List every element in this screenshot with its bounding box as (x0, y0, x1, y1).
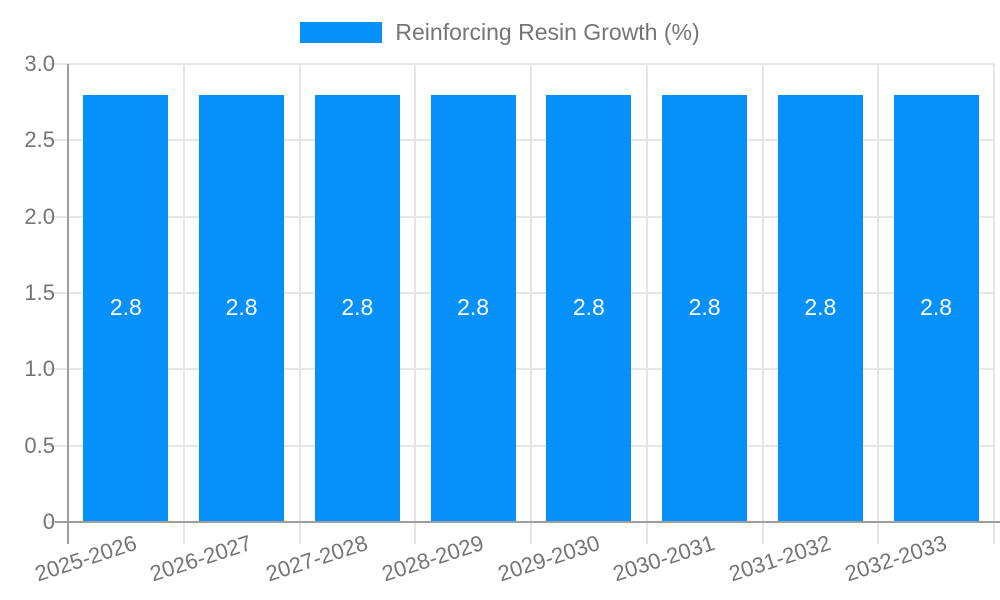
bar[interactable] (314, 94, 400, 522)
bar-value-label: 2.8 (572, 294, 605, 321)
legend: Reinforcing Resin Growth (%) (0, 20, 1000, 45)
y-gridline (48, 292, 994, 294)
y-axis-line (67, 64, 69, 544)
x-axis-tick (761, 522, 764, 544)
bar[interactable] (777, 94, 863, 522)
bar[interactable] (893, 94, 979, 522)
x-axis-category-label: 2030-2031 (610, 530, 719, 587)
bar-value-label: 2.8 (457, 294, 490, 321)
x-axis-tick (414, 522, 417, 544)
x-axis-category-label: 2028-2029 (378, 530, 487, 587)
x-gridline (182, 64, 185, 522)
bar-value-label: 2.8 (920, 294, 953, 321)
x-axis-tick (645, 522, 648, 544)
bar[interactable] (199, 94, 285, 522)
bar[interactable] (83, 94, 169, 522)
x-axis-category-label: 2032-2033 (841, 530, 950, 587)
y-axis-tick-label: 2.0 (24, 203, 55, 229)
x-gridline (993, 64, 995, 522)
legend-label[interactable]: Reinforcing Resin Growth (%) (395, 19, 700, 45)
bar[interactable] (546, 94, 632, 522)
bar[interactable] (662, 94, 748, 522)
bar-value-label: 2.8 (225, 294, 258, 321)
x-gridline (877, 64, 880, 522)
x-axis-tick (298, 522, 301, 544)
bar-value-label: 2.8 (804, 294, 837, 321)
x-gridline (530, 64, 532, 522)
x-axis-tick (993, 522, 995, 544)
legend-swatch[interactable] (300, 22, 383, 43)
x-axis-category-label: 2025-2026 (31, 530, 140, 587)
x-axis-tick (877, 522, 880, 544)
x-axis-tick (182, 522, 185, 544)
x-axis-tick (530, 522, 532, 544)
bar-value-label: 2.8 (688, 294, 721, 321)
bar[interactable] (430, 94, 516, 522)
y-axis-tick-label: 2.5 (24, 127, 55, 153)
y-axis-tick-label: 0.5 (24, 432, 55, 458)
y-gridline (48, 139, 994, 142)
x-gridline (645, 64, 648, 522)
x-gridline (761, 64, 764, 522)
x-axis-category-label: 2026-2027 (147, 530, 256, 587)
x-axis-category-label: 2029-2030 (494, 530, 603, 587)
y-axis-tick-label: 3.0 (24, 51, 55, 76)
bar-value-label: 2.8 (109, 294, 142, 321)
y-gridline (48, 368, 994, 371)
x-axis-category-label: 2031-2032 (725, 530, 834, 587)
y-gridline (48, 444, 994, 447)
x-axis-line (55, 521, 1000, 523)
x-axis-category-label: 2027-2028 (262, 530, 371, 587)
bar-value-label: 2.8 (341, 294, 374, 321)
y-gridline (48, 215, 994, 218)
y-gridline (48, 63, 994, 65)
x-gridline (298, 64, 301, 522)
y-axis-tick-label: 1.5 (24, 280, 55, 305)
x-gridline (414, 64, 417, 522)
y-axis-tick-label: 0 (42, 509, 55, 534)
y-axis-tick-label: 1.0 (24, 356, 55, 382)
